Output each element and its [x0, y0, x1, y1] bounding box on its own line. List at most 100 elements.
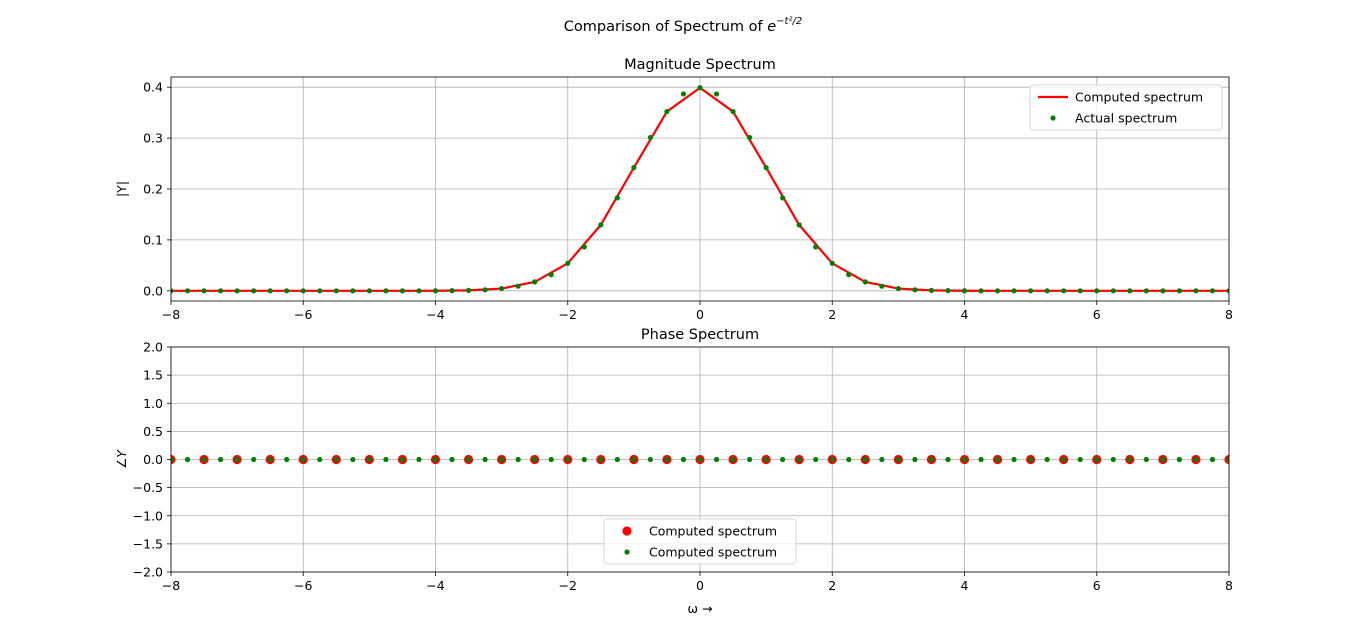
data-point-green — [631, 456, 637, 463]
data-point-green — [763, 165, 769, 171]
data-point-green — [184, 288, 191, 294]
data-point-green — [945, 288, 951, 294]
data-point-green — [846, 272, 852, 278]
data-point-green — [994, 456, 1001, 463]
data-point-green — [317, 288, 323, 294]
y-tick-label: 0.0 — [143, 283, 163, 298]
data-point-green — [614, 456, 620, 463]
data-point-green — [548, 456, 554, 463]
data-point-green — [201, 456, 207, 463]
data-point-green — [664, 108, 670, 115]
data-point-green — [1193, 288, 1199, 294]
legend-label: Computed spectrum — [1075, 90, 1203, 105]
data-point-green — [449, 456, 455, 463]
data-point-green — [1160, 456, 1166, 463]
data-point-green — [1110, 456, 1116, 463]
y-tick-label: 0.5 — [143, 424, 163, 439]
x-tick-label: 0 — [696, 578, 704, 593]
data-point-green — [713, 91, 720, 97]
legend-frame — [1029, 84, 1223, 131]
data-point-green — [515, 283, 521, 289]
suptitle-prefix: Comparison of Spectrum of — [564, 19, 767, 35]
data-point-green — [664, 456, 670, 463]
legend-handle — [1050, 115, 1056, 121]
data-point-green — [961, 288, 968, 294]
data-point-green — [317, 456, 323, 463]
legend-handle — [622, 526, 632, 536]
data-point-green — [1226, 456, 1229, 463]
x-tick-label: 2 — [828, 578, 836, 593]
data-point-green — [1127, 456, 1133, 463]
legend-handle — [624, 549, 630, 555]
data-point-green — [746, 456, 753, 463]
data-point-green — [416, 288, 422, 294]
data-point-green — [399, 288, 406, 294]
data-point-green — [1209, 456, 1216, 463]
data-point-green — [895, 285, 901, 292]
x-tick-label: 8 — [1225, 307, 1233, 322]
data-point-green — [284, 288, 290, 294]
figure-suptitle: Comparison of Spectrum of e−t²/2 — [564, 16, 802, 35]
plot-data — [171, 454, 1229, 465]
data-point-green — [432, 456, 439, 463]
suptitle-exponent: −t²/2 — [776, 16, 802, 27]
y-tick-label: 0.1 — [143, 232, 163, 247]
y-tick-label: −1.5 — [133, 536, 163, 551]
x-tick-label: 4 — [961, 578, 969, 593]
y-tick-label: 0.2 — [143, 182, 163, 197]
data-point-green — [631, 165, 637, 171]
x-tick-label: −6 — [294, 578, 312, 593]
data-point-green — [912, 456, 918, 463]
data-point-green — [267, 288, 273, 294]
data-point-green — [184, 456, 191, 463]
data-point-green — [697, 456, 703, 463]
x-tick-label: 2 — [828, 307, 836, 322]
data-point-green — [1094, 288, 1100, 294]
legend-label: Computed spectrum — [649, 524, 777, 539]
data-point-green — [780, 456, 786, 463]
data-point-green — [713, 456, 720, 463]
data-point-green — [350, 288, 356, 294]
phase-axes: −8 −6 −4 −2 0 2 4 6 8 −2.0 −1.5 −1.0 −0.5 0.0 0.5 1.0 1.… — [114, 327, 1233, 616]
data-point-green — [482, 456, 488, 463]
data-point-green — [300, 288, 306, 294]
magnitude-axes: −8 −6 −4 −2 0 2 4 6 8 0.0 0.1 0.2 0.3 0.4 Magnitude Sp… — [114, 57, 1233, 322]
data-point-green — [449, 288, 455, 294]
data-point-green — [366, 288, 372, 294]
data-point-green — [796, 456, 802, 463]
x-tick-label: −8 — [162, 307, 180, 322]
data-point-green — [1143, 288, 1149, 294]
x-tick-label: 0 — [696, 307, 704, 322]
data-point-green — [846, 456, 852, 463]
data-point-green — [333, 456, 339, 463]
data-point-green — [647, 456, 654, 463]
data-point-green — [1094, 456, 1100, 463]
x-tick-label: −8 — [162, 578, 180, 593]
data-point-green — [1127, 288, 1133, 294]
axes-title: Magnitude Spectrum — [624, 57, 776, 73]
data-point-green — [879, 283, 885, 289]
legend-label: Computed spectrum — [649, 545, 777, 560]
data-point-green — [1011, 456, 1017, 463]
data-point-green — [1176, 456, 1183, 463]
data-point-green — [1110, 288, 1116, 294]
data-point-green — [978, 288, 984, 294]
data-point-green — [581, 244, 587, 250]
data-point-green — [251, 456, 257, 463]
data-point-green — [251, 288, 257, 294]
data-point-green — [1061, 456, 1067, 463]
data-point-green — [1044, 456, 1050, 463]
y-axis-label: ∠Y — [114, 449, 129, 469]
data-point-green — [796, 222, 802, 228]
data-point-green — [1077, 456, 1083, 463]
x-tick-label: −4 — [426, 307, 444, 322]
data-point-green — [499, 456, 505, 463]
data-point-green — [499, 285, 505, 292]
plot-data — [171, 85, 1229, 294]
data-point-green — [1077, 288, 1083, 294]
data-point-green — [333, 288, 339, 294]
data-point-green — [465, 456, 472, 463]
data-point-green — [416, 456, 422, 463]
data-point-green — [829, 456, 835, 463]
